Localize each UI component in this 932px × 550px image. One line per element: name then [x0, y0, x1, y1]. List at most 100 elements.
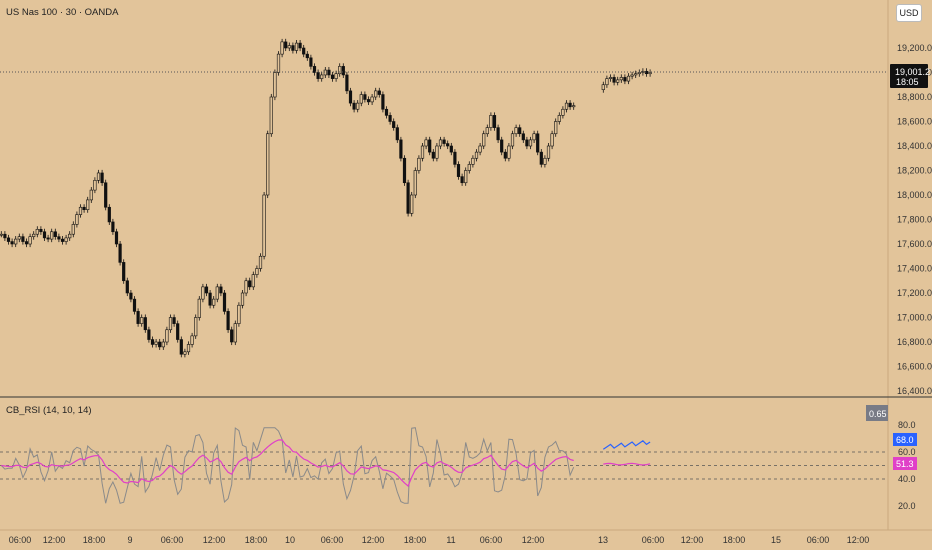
- time-tick-label: 11: [446, 535, 455, 545]
- candle: [518, 124, 522, 137]
- time-tick-label: 06:00: [642, 535, 665, 545]
- candle: [6, 234, 11, 245]
- price-tick-label: 18,400.0: [897, 141, 932, 151]
- candle: [215, 283, 219, 303]
- candle: [536, 130, 540, 156]
- candle: [399, 136, 403, 162]
- candle: [601, 81, 605, 93]
- candle: [359, 91, 363, 107]
- candle: [510, 130, 515, 150]
- current-price-label: 19,001.2: [895, 67, 930, 77]
- candle: [64, 234, 68, 245]
- rsi-tick-label: 80.0: [898, 420, 916, 430]
- candle: [467, 161, 471, 174]
- price-tick-label: 17,200.0: [897, 288, 932, 298]
- candle: [68, 231, 72, 241]
- candle: [60, 236, 65, 245]
- candle: [78, 204, 83, 218]
- candle: [507, 142, 511, 162]
- candle: [190, 332, 194, 348]
- candle: [420, 142, 425, 162]
- time-tick-label: 12:00: [522, 535, 545, 545]
- time-tick-label: 06:00: [807, 535, 830, 545]
- candle: [266, 130, 270, 199]
- candle: [402, 155, 407, 186]
- candle: [122, 259, 126, 284]
- candle: [341, 63, 345, 79]
- rsi-pink-line-recent: [603, 462, 651, 466]
- candle: [96, 169, 101, 184]
- rsi-pink-value: 51.3: [896, 459, 914, 469]
- candle: [446, 140, 450, 150]
- candle: [212, 296, 216, 309]
- time-tick-label: 06:00: [321, 535, 344, 545]
- rsi-gray-line: [0, 427, 575, 504]
- time-tick-label: 06:00: [161, 535, 184, 545]
- candle: [381, 91, 385, 113]
- rsi-pane[interactable]: CB_RSI (14, 10, 14) 80.0 60.0 40.0 20.0 0.6…: [0, 405, 917, 511]
- time-tick-label: 06:00: [9, 535, 32, 545]
- candle: [637, 69, 641, 77]
- candle: [616, 76, 620, 86]
- candle: [140, 314, 144, 327]
- candle: [172, 314, 176, 327]
- candle: [309, 54, 313, 70]
- candle: [176, 320, 180, 343]
- price-axis[interactable]: 19,200.019,000.018,800.018,600.018,400.0…: [887, 0, 932, 530]
- candle: [489, 112, 493, 131]
- candle: [269, 93, 273, 137]
- candle: [417, 155, 421, 174]
- candle: [453, 149, 457, 168]
- candle: [485, 124, 489, 137]
- candle: [460, 173, 464, 186]
- candle: [316, 69, 320, 82]
- candle: [320, 71, 324, 82]
- candle: [438, 136, 443, 150]
- candle: [107, 204, 111, 226]
- candle: [136, 308, 140, 327]
- candle: [53, 228, 57, 240]
- candle: [338, 63, 342, 77]
- candle: [129, 289, 133, 303]
- rsi-tick-label: 20.0: [898, 501, 916, 511]
- candle: [168, 314, 173, 333]
- candle: [471, 155, 475, 168]
- candle: [219, 283, 223, 297]
- time-tick-label: 12:00: [681, 535, 704, 545]
- candle: [222, 289, 227, 315]
- price-tick-label: 18,800.0: [897, 92, 932, 102]
- candle: [197, 296, 201, 321]
- candle: [186, 341, 191, 355]
- candle: [384, 106, 389, 119]
- currency-button[interactable]: USD: [896, 4, 922, 22]
- rsi-pink-badge: [893, 457, 917, 470]
- candle: [39, 226, 43, 235]
- candle: [86, 196, 90, 213]
- candle: [276, 51, 281, 76]
- indicator-value: 0.65: [869, 409, 887, 419]
- time-axis[interactable]: 06:00 12:00 18:00 9 06:00 12:00 18:00 10 06:00 12…: [0, 529, 932, 545]
- candle: [572, 102, 576, 110]
- candle: [395, 124, 399, 143]
- price-tick-label: 18,600.0: [897, 117, 932, 127]
- time-tick-label: 18:00: [723, 535, 746, 545]
- candle: [280, 38, 284, 58]
- candle: [648, 69, 652, 77]
- candle: [158, 338, 162, 350]
- price-tick-label: 16,600.0: [897, 362, 932, 372]
- candle: [605, 75, 609, 88]
- candle: [561, 106, 565, 119]
- candle: [240, 289, 245, 309]
- candle: [14, 236, 18, 248]
- candle: [424, 136, 428, 150]
- candle: [165, 326, 169, 346]
- candle: [208, 289, 212, 309]
- candle: [356, 100, 360, 113]
- candle: [150, 336, 155, 348]
- price-pane[interactable]: US Nas 100 · 30 · OANDA: [0, 7, 888, 358]
- candle: [291, 42, 295, 54]
- price-tick-label: 17,600.0: [897, 239, 932, 249]
- candle: [363, 91, 367, 103]
- candle: [352, 100, 356, 113]
